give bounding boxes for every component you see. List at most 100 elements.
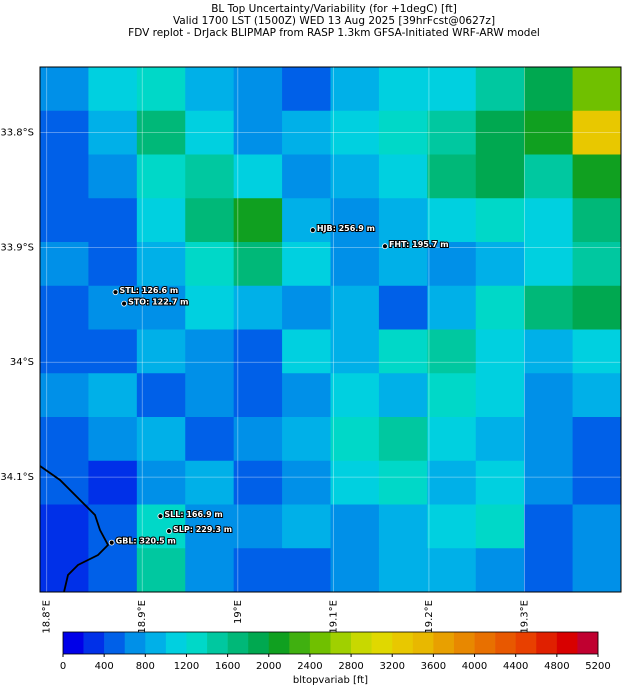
- field-cell: [282, 285, 331, 330]
- field-cell: [427, 548, 477, 593]
- colorbar-tick-label: 1200: [174, 661, 199, 672]
- field-cell: [282, 504, 331, 549]
- field-cell: [524, 460, 574, 505]
- colorbar-swatch: [227, 632, 249, 654]
- field-cell: [330, 67, 380, 112]
- field-cell: [524, 373, 574, 418]
- station-label: FHT: 195.7 m: [389, 240, 449, 249]
- field-cell: [282, 460, 331, 505]
- field-cell: [136, 198, 186, 243]
- field-cell: [427, 242, 477, 287]
- colorbar-swatch: [474, 632, 496, 654]
- colorbar-swatch: [515, 632, 537, 654]
- field-cell: [330, 504, 380, 549]
- colorbar-tick-label: 2800: [338, 661, 363, 672]
- y-tick-label: 34.1°S: [0, 472, 34, 483]
- field-cell: [282, 198, 331, 243]
- colorbar-swatch: [556, 632, 578, 654]
- x-tick-label: 19.3°E: [519, 600, 530, 634]
- title-line: BL Top Uncertainty/Variability (for +1de…: [211, 3, 457, 15]
- colorbar-label: bltopvariab [ft]: [293, 675, 368, 686]
- field-cell: [330, 198, 380, 243]
- colorbar-swatch: [392, 632, 414, 654]
- field-cell: [572, 548, 622, 593]
- field-cell: [427, 329, 477, 374]
- field-cell: [378, 198, 428, 243]
- field-cell: [427, 198, 477, 243]
- field-cell: [475, 67, 525, 112]
- colorbar-tick-label: 400: [95, 661, 114, 672]
- field-cell: [136, 548, 186, 593]
- field-cell: [40, 154, 89, 199]
- colorbar-swatch: [165, 632, 187, 654]
- field-cell: [524, 110, 574, 155]
- colorbar-swatch: [186, 632, 208, 654]
- station-marker: [157, 513, 164, 520]
- field-cell: [378, 460, 428, 505]
- field-cell: [40, 198, 89, 243]
- colorbar-swatch: [248, 632, 270, 654]
- field-cell: [330, 548, 380, 593]
- field-cell: [40, 67, 89, 112]
- title-line: Valid 1700 LST (1500Z) WED 13 Aug 2025 […: [173, 15, 495, 27]
- field-cell: [330, 154, 380, 199]
- field-cell: [475, 198, 525, 243]
- field-cell: [427, 67, 477, 112]
- coastline: [39, 465, 110, 593]
- field-cell: [572, 110, 622, 155]
- field-cell: [88, 154, 138, 199]
- station-label: HJB: 256.9 m: [317, 224, 375, 233]
- field-cell: [427, 504, 477, 549]
- field-cell: [40, 242, 89, 287]
- station-marker: [112, 289, 119, 296]
- field-cell: [136, 373, 186, 418]
- field-cell: [282, 154, 331, 199]
- field-cell: [427, 110, 477, 155]
- field-cell: [233, 548, 283, 593]
- field-cell: [136, 285, 186, 330]
- colorbar-swatch: [145, 632, 167, 654]
- station-marker: [108, 539, 115, 546]
- colorbar-tick-label: 4000: [462, 661, 487, 672]
- field-cell: [572, 504, 622, 549]
- field-cell: [88, 417, 138, 462]
- field-cell: [378, 67, 428, 112]
- station-label: SLL: 166.9 m: [164, 510, 222, 519]
- field-cell: [185, 198, 235, 243]
- field-cell: [572, 154, 622, 199]
- grid: [40, 67, 621, 592]
- field-cell: [524, 154, 574, 199]
- field-cell: [524, 198, 574, 243]
- field-cell: [136, 110, 186, 155]
- field-cell: [233, 329, 283, 374]
- field-cell: [88, 460, 138, 505]
- field-cell: [475, 154, 525, 199]
- colorbar-swatch: [577, 632, 599, 654]
- field-cell: [330, 373, 380, 418]
- field-cell: [40, 460, 89, 505]
- x-tick-label: 19°E: [233, 600, 244, 624]
- field-cell: [330, 417, 380, 462]
- colorbar-swatch: [268, 632, 290, 654]
- field-cell: [572, 373, 622, 418]
- colorbar-tick-label: 4400: [503, 661, 528, 672]
- y-tick-label: 33.9°S: [0, 242, 34, 253]
- colorbar-swatch: [207, 632, 228, 654]
- field-cell: [524, 67, 574, 112]
- field-cell: [233, 110, 283, 155]
- stations: HJB: 256.9 m FHT: 195.7 m STL: 126.6 m STO:…: [108, 223, 450, 547]
- field-cell: [378, 548, 428, 593]
- field-cell: [282, 242, 331, 287]
- x-tick-label: 18.9°E: [137, 600, 148, 634]
- field-cell: [40, 110, 89, 155]
- field-cell: [378, 417, 428, 462]
- field-cell: [88, 242, 138, 287]
- field-cell: [330, 110, 380, 155]
- field-cell: [475, 329, 525, 374]
- field-cell: [185, 417, 235, 462]
- field-cell: [572, 329, 622, 374]
- colorbar-swatch: [83, 632, 105, 654]
- field-cell: [185, 285, 235, 330]
- field-cell: [282, 548, 331, 593]
